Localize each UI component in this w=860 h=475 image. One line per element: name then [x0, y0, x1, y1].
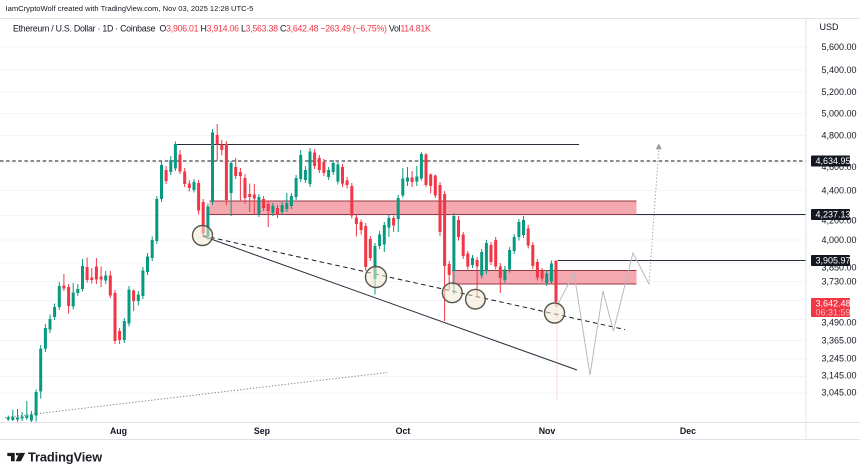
- svg-text:3,145.00: 3,145.00: [822, 371, 857, 381]
- svg-text:TradingView: TradingView: [28, 450, 102, 465]
- svg-text:4,600.00: 4,600.00: [822, 162, 857, 172]
- svg-text:3,730.00: 3,730.00: [822, 277, 857, 287]
- svg-text:5,400.00: 5,400.00: [822, 65, 857, 75]
- svg-text:06:31:59: 06:31:59: [816, 308, 851, 318]
- svg-text:3,490.00: 3,490.00: [822, 318, 857, 328]
- svg-text:Aug: Aug: [110, 426, 127, 436]
- svg-text:3,245.00: 3,245.00: [822, 354, 857, 364]
- svg-text:Sep: Sep: [254, 426, 271, 436]
- svg-text:4,634.95: 4,634.95: [816, 156, 851, 166]
- svg-text:3,642.48: 3,642.48: [816, 299, 851, 309]
- svg-text:5,200.00: 5,200.00: [822, 87, 857, 97]
- svg-text:Ethereum / U.S. Dollar · 1D ·: Ethereum / U.S. Dollar · 1D · Coinbase O…: [13, 24, 431, 34]
- svg-text:Dec: Dec: [680, 426, 696, 436]
- svg-text:5,000.00: 5,000.00: [822, 109, 857, 119]
- svg-text:4,200.00: 4,200.00: [822, 216, 857, 226]
- svg-text:3,045.00: 3,045.00: [822, 388, 857, 398]
- svg-text:4,800.00: 4,800.00: [822, 131, 857, 141]
- svg-text:Oct: Oct: [396, 426, 411, 436]
- svg-text:USD: USD: [820, 22, 840, 32]
- svg-text:3,365.00: 3,365.00: [822, 336, 857, 346]
- svg-text:4,237.13: 4,237.13: [816, 210, 851, 220]
- svg-text:4,400.00: 4,400.00: [822, 186, 857, 196]
- svg-text:3,850.00: 3,850.00: [822, 263, 857, 273]
- svg-text:IamCryptoWolf created with Tra: IamCryptoWolf created with TradingView.c…: [6, 4, 254, 13]
- svg-text:4,000.00: 4,000.00: [822, 235, 857, 245]
- svg-text:3,905.97: 3,905.97: [816, 256, 851, 266]
- svg-text:5,600.00: 5,600.00: [822, 42, 857, 52]
- svg-text:Nov: Nov: [539, 426, 556, 436]
